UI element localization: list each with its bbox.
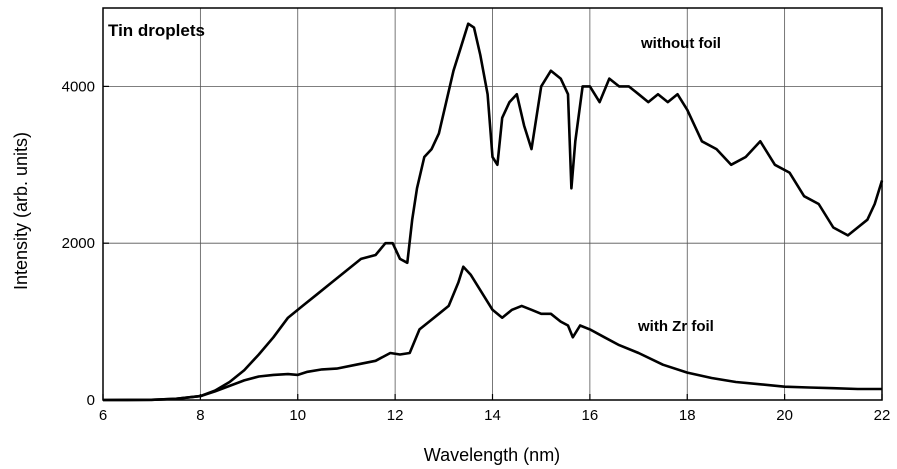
series-layer (102, 22, 884, 402)
y-tick-label: 4000 (62, 78, 95, 95)
tick-layer: 6 8 10 12 14 16 18 20 22 0 2000 4000 (62, 78, 891, 424)
x-tick-label: 14 (484, 407, 501, 424)
y-tick-label: 0 (87, 392, 95, 409)
y-axis-title: Intensity (arb. units) (11, 132, 31, 290)
x-tick-label: 16 (582, 407, 599, 424)
x-tick-label: 10 (289, 407, 306, 424)
x-tick-label: 18 (679, 407, 696, 424)
series-line-without-foil (102, 22, 884, 402)
x-tick-label: 20 (776, 407, 793, 424)
chart-title: Tin droplets (108, 21, 205, 40)
x-tick-label: 22 (874, 407, 891, 424)
x-tick-label: 6 (99, 407, 107, 424)
x-tick-label: 12 (387, 407, 404, 424)
series-label-with-zr-foil: with Zr foil (637, 318, 714, 335)
series-label-without-foil: without foil (640, 35, 721, 52)
x-axis-title: Wavelength (nm) (424, 445, 560, 465)
series-line-with-zr-foil (102, 265, 882, 402)
x-tick-label: 8 (196, 407, 204, 424)
y-tick-label: 2000 (62, 235, 95, 252)
grid-layer (103, 8, 882, 400)
